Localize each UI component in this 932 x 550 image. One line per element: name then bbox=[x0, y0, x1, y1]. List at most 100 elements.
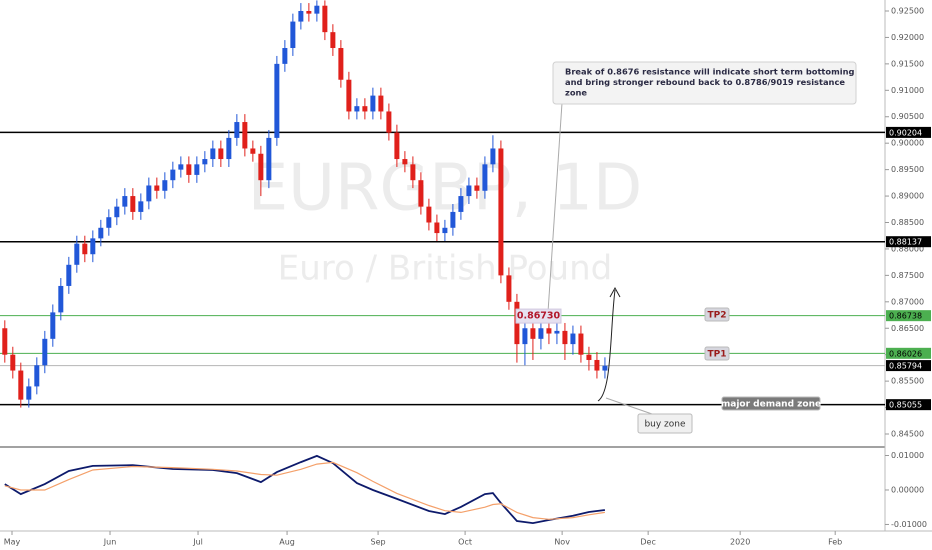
candle-body bbox=[546, 328, 552, 334]
candle-body bbox=[226, 137, 232, 160]
y-tick-label: 0.90000 bbox=[891, 139, 924, 148]
candle-body bbox=[322, 5, 328, 33]
annotation-box bbox=[704, 307, 730, 322]
candle-body bbox=[18, 370, 24, 400]
y-tick-label: 0.87500 bbox=[891, 271, 924, 280]
candle-body bbox=[170, 169, 176, 181]
candle-body bbox=[266, 137, 272, 181]
candle-body bbox=[66, 264, 72, 286]
candle-body bbox=[130, 196, 136, 212]
y-tick-label: 0.88000 bbox=[891, 244, 924, 253]
y-tick-label: 0.84500 bbox=[891, 430, 924, 439]
candle-body bbox=[418, 180, 424, 207]
candle-body bbox=[562, 330, 568, 345]
annotation: buy zone bbox=[644, 420, 686, 430]
candle-body bbox=[330, 32, 336, 49]
candle-body bbox=[498, 148, 504, 276]
y-tick-label: 0.86500 bbox=[891, 324, 924, 333]
x-tick-label: Aug bbox=[279, 538, 295, 547]
candle-body bbox=[490, 148, 496, 165]
candle-body bbox=[450, 211, 456, 228]
y-tick-label: 0.89000 bbox=[891, 192, 924, 201]
candle-body bbox=[586, 354, 592, 360]
candle-body bbox=[82, 243, 88, 255]
candle-body bbox=[434, 222, 440, 234]
annotation: TP1 bbox=[708, 350, 727, 360]
candle-body bbox=[338, 48, 344, 80]
overlay: 0.90204 0.88137 0.86738 0.86026 0.85794 0.850… bbox=[515, 67, 931, 434]
candle-body bbox=[594, 359, 600, 371]
callout-text: Break of 0.8676 resistance will indicate… bbox=[565, 67, 854, 77]
x-tick-label: Sep bbox=[371, 538, 386, 547]
level-label-box bbox=[886, 347, 931, 359]
candle-body bbox=[426, 206, 432, 223]
arrow-head bbox=[609, 286, 621, 298]
annotation-box bbox=[721, 396, 821, 411]
y-tick-label: 0.91500 bbox=[891, 59, 924, 68]
candle-body bbox=[442, 227, 448, 234]
level-label: 0.85055 bbox=[889, 401, 922, 410]
level-label: 0.86738 bbox=[889, 312, 922, 321]
callout-text: zone bbox=[565, 88, 587, 98]
price-note-box bbox=[515, 308, 562, 324]
callout-box bbox=[552, 61, 857, 105]
candle-body bbox=[402, 159, 408, 165]
candle-body bbox=[34, 365, 40, 387]
candle-body bbox=[506, 275, 512, 302]
candle-body bbox=[202, 159, 208, 165]
macd-line bbox=[4, 454, 606, 525]
x-tick-label: Feb bbox=[828, 538, 842, 547]
candle-body bbox=[250, 148, 256, 154]
candle-body bbox=[290, 21, 296, 49]
candle-body bbox=[26, 386, 32, 400]
annotation-box bbox=[637, 413, 693, 434]
level-label-box bbox=[886, 310, 931, 322]
level-label: 0.86026 bbox=[889, 349, 922, 358]
candle-body bbox=[538, 328, 544, 339]
candle-body bbox=[530, 328, 536, 339]
x-tick-label: Jun bbox=[103, 538, 117, 547]
x-tick-label: Jul bbox=[192, 538, 203, 547]
y-tick-label: 0.89500 bbox=[891, 165, 924, 174]
candle-body bbox=[50, 312, 56, 339]
candle-body bbox=[602, 365, 608, 371]
candle-body bbox=[258, 153, 264, 181]
candle-body bbox=[298, 10, 304, 22]
candle-body bbox=[522, 328, 528, 345]
candle-body bbox=[554, 330, 560, 334]
candle-body bbox=[122, 196, 128, 207]
level-label-box bbox=[886, 360, 931, 372]
candle-body bbox=[578, 333, 584, 355]
y-tick-label: 0.87000 bbox=[891, 297, 924, 306]
candle-body bbox=[186, 164, 192, 175]
y-tick-label: 0.85500 bbox=[891, 377, 924, 386]
candle-body bbox=[362, 106, 368, 112]
level-label: 0.90204 bbox=[889, 128, 922, 137]
candle-body bbox=[346, 79, 352, 112]
callout-text: and bring stronger rebound back to 0.878… bbox=[565, 77, 845, 87]
candle-body bbox=[410, 164, 416, 181]
candle-body bbox=[114, 206, 120, 218]
candle-body bbox=[2, 328, 8, 355]
candle-body bbox=[154, 185, 160, 191]
candle-body bbox=[106, 217, 112, 228]
arrow bbox=[597, 289, 616, 402]
candle-body bbox=[466, 185, 472, 197]
candle-body bbox=[386, 111, 392, 133]
candle-body bbox=[394, 132, 400, 160]
level-label-box bbox=[886, 236, 931, 248]
x-tick-label: Nov bbox=[554, 538, 570, 547]
candle-body bbox=[570, 333, 576, 345]
level-label: 0.85794 bbox=[889, 362, 922, 371]
level-label-box bbox=[886, 399, 931, 411]
candle-body bbox=[370, 95, 376, 112]
x-tick-label: Dec bbox=[640, 538, 655, 547]
candle-body bbox=[210, 148, 216, 160]
candle-body bbox=[234, 122, 240, 138]
annotation: TP2 bbox=[708, 311, 727, 321]
annotation-box bbox=[704, 346, 730, 361]
y-tick-label: 0.88500 bbox=[891, 218, 924, 227]
y-tick-label: 0.90500 bbox=[891, 112, 924, 121]
